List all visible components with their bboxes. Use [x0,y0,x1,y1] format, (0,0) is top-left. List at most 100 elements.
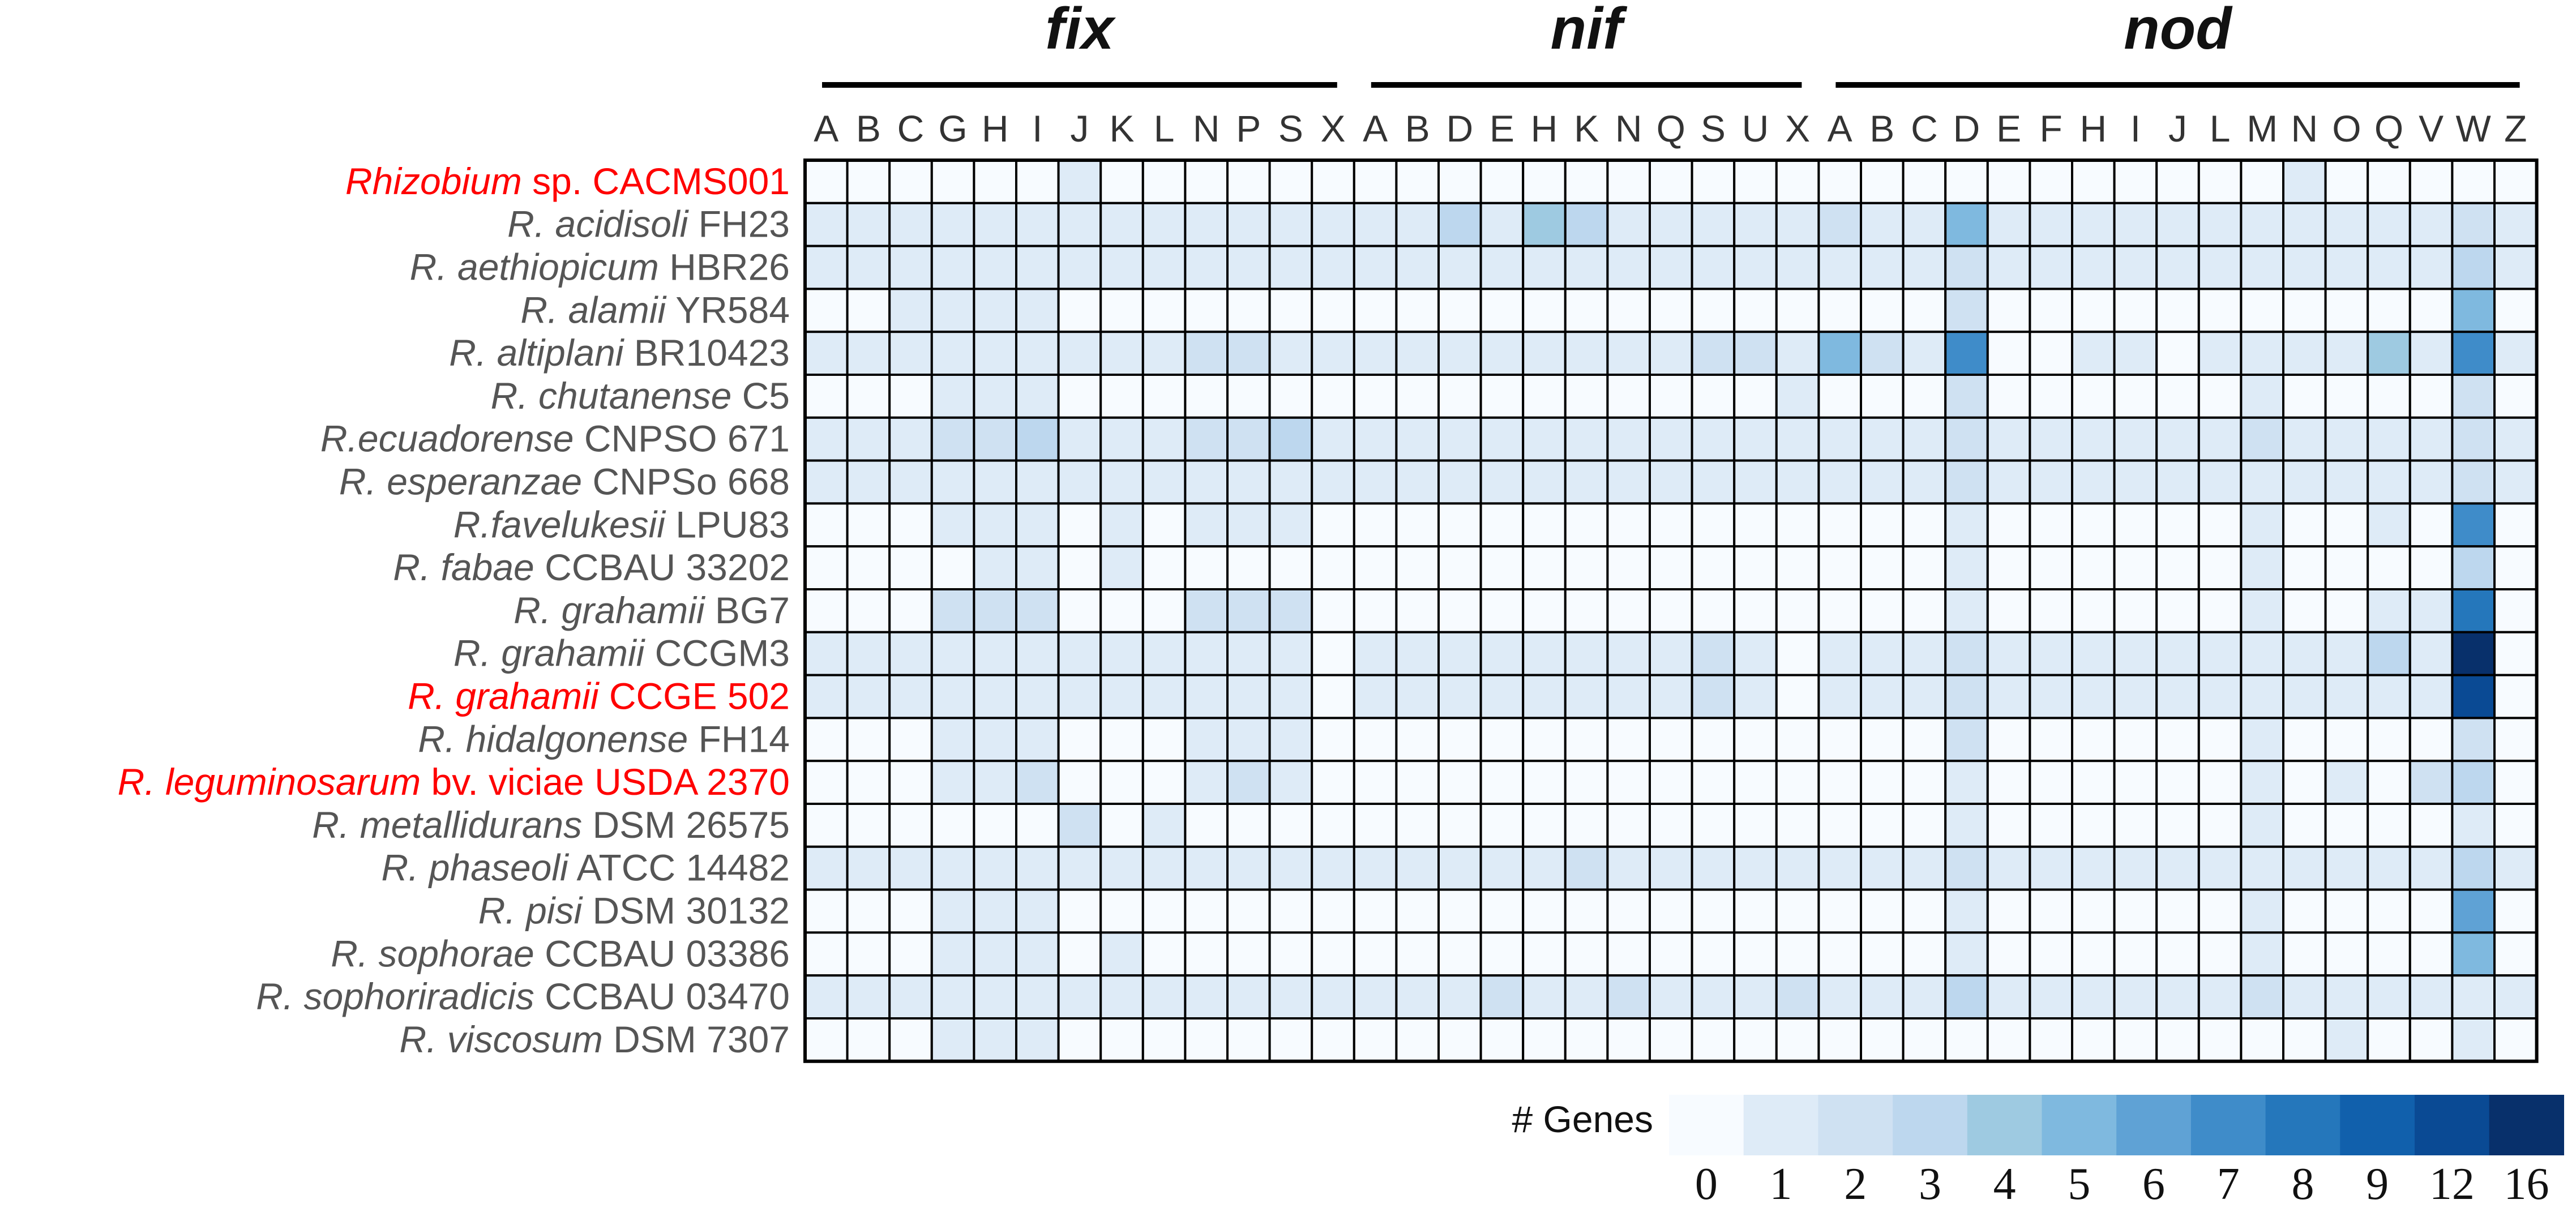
heatmap-cell [888,416,933,462]
heatmap-cell [804,760,849,805]
heatmap-cell [1141,202,1187,247]
heatmap-cell [1522,202,1567,247]
heatmap-cell [2451,674,2496,719]
heatmap-cell [2282,803,2327,848]
heatmap-cell [1311,888,1355,934]
heatmap-cell [1944,245,1989,290]
heatmap-cell [1691,245,1736,290]
heatmap-cell [888,631,933,676]
heatmap-cell [1733,888,1778,934]
heatmap-cell [1733,588,1778,633]
heatmap-cell [1099,331,1144,376]
heatmap-cell [2282,717,2327,763]
heatmap-cell [2029,888,2073,934]
heatmap-cell [2197,245,2243,290]
heatmap-cell [2113,288,2158,333]
heatmap-cell [1099,202,1144,247]
heatmap-cell [2240,1017,2284,1063]
heatmap-cell [2324,717,2369,763]
heatmap-cell [1691,416,1736,462]
heatmap-cell [1268,803,1313,848]
heatmap-cell [1986,974,2031,1019]
heatmap-cell [1099,888,1144,934]
heatmap-cell [1268,416,1313,462]
heatmap-cell [2240,717,2284,763]
heatmap-cell [888,288,933,333]
heatmap-cell [1311,631,1355,676]
heatmap-cell [1733,159,1778,204]
heatmap-cell [2282,845,2327,891]
heatmap-cell [1141,1017,1187,1063]
heatmap-cell [804,288,849,333]
heatmap-cell [973,631,1018,676]
heatmap-cell [973,845,1018,891]
heatmap-cell [2240,845,2284,891]
heatmap-cell [2029,631,2073,676]
column-label: I [2130,108,2141,149]
heatmap-cell [1395,545,1440,591]
heatmap-cell [2451,502,2496,548]
heatmap-cell [2113,631,2158,676]
legend-title: # Genes [1512,1098,1654,1140]
heatmap-cell [1395,374,1440,419]
heatmap-cell [888,888,933,934]
heatmap-cell [1268,459,1313,505]
heatmap-cell [2197,416,2243,462]
heatmap-cell [2451,888,2496,934]
heatmap-cell [2155,974,2200,1019]
column-label: N [1615,108,1642,149]
heatmap-cell [1057,374,1102,419]
heatmap-cell [2282,545,2327,591]
heatmap-cell [846,1017,891,1063]
heatmap-cell [2324,760,2369,805]
heatmap-cell [1015,416,1060,462]
legend-swatch [1818,1095,1893,1155]
heatmap-cell [2240,674,2284,719]
heatmap-cell [1395,245,1440,290]
heatmap-cell [1522,502,1567,548]
heatmap-cell [2408,717,2454,763]
heatmap-cell [2071,459,2116,505]
heatmap-cell [1184,888,1229,934]
heatmap-cell [1860,760,1905,805]
heatmap-cell [1691,459,1736,505]
column-label: Q [2374,108,2403,149]
heatmap-cell [1733,931,1778,977]
heatmap-cell [1437,202,1482,247]
heatmap-cell [2029,845,2073,891]
heatmap-cell [1057,974,1102,1019]
heatmap-cell [1353,760,1398,805]
heatmap-cell [1226,888,1271,934]
row-label-species: R. esperanzae [339,461,582,503]
heatmap-cell [1733,416,1778,462]
heatmap-cell [2113,931,2158,977]
heatmap-cell [2282,760,2327,805]
heatmap-cell [1479,202,1525,247]
heatmap-cell [1184,631,1229,676]
legend-swatch [1967,1095,2043,1155]
heatmap-cell [1902,459,1947,505]
heatmap-cell [1268,631,1313,676]
heatmap-cell [1226,845,1271,891]
heatmap-cell [1775,159,1820,204]
heatmap-cell [1015,888,1060,934]
heatmap-cell [2240,416,2284,462]
legend-swatch [2116,1095,2192,1155]
heatmap-cell [2367,631,2411,676]
heatmap-cell [1226,717,1271,763]
heatmap-cell [2451,331,2496,376]
heatmap-cell [2240,760,2284,805]
heatmap-cell [930,331,975,376]
heatmap-cell [1649,803,1693,848]
heatmap-cell [1860,459,1905,505]
heatmap-cell [1775,416,1820,462]
heatmap-cell [2113,545,2158,591]
heatmap-cell [2282,374,2327,419]
heatmap-cell [1184,717,1229,763]
heatmap-cell [1649,416,1693,462]
heatmap-cell [2197,331,2243,376]
heatmap-cell [2408,288,2454,333]
heatmap-cell [2071,845,2116,891]
heatmap-cell [1479,974,1525,1019]
heatmap-cell [930,1017,975,1063]
